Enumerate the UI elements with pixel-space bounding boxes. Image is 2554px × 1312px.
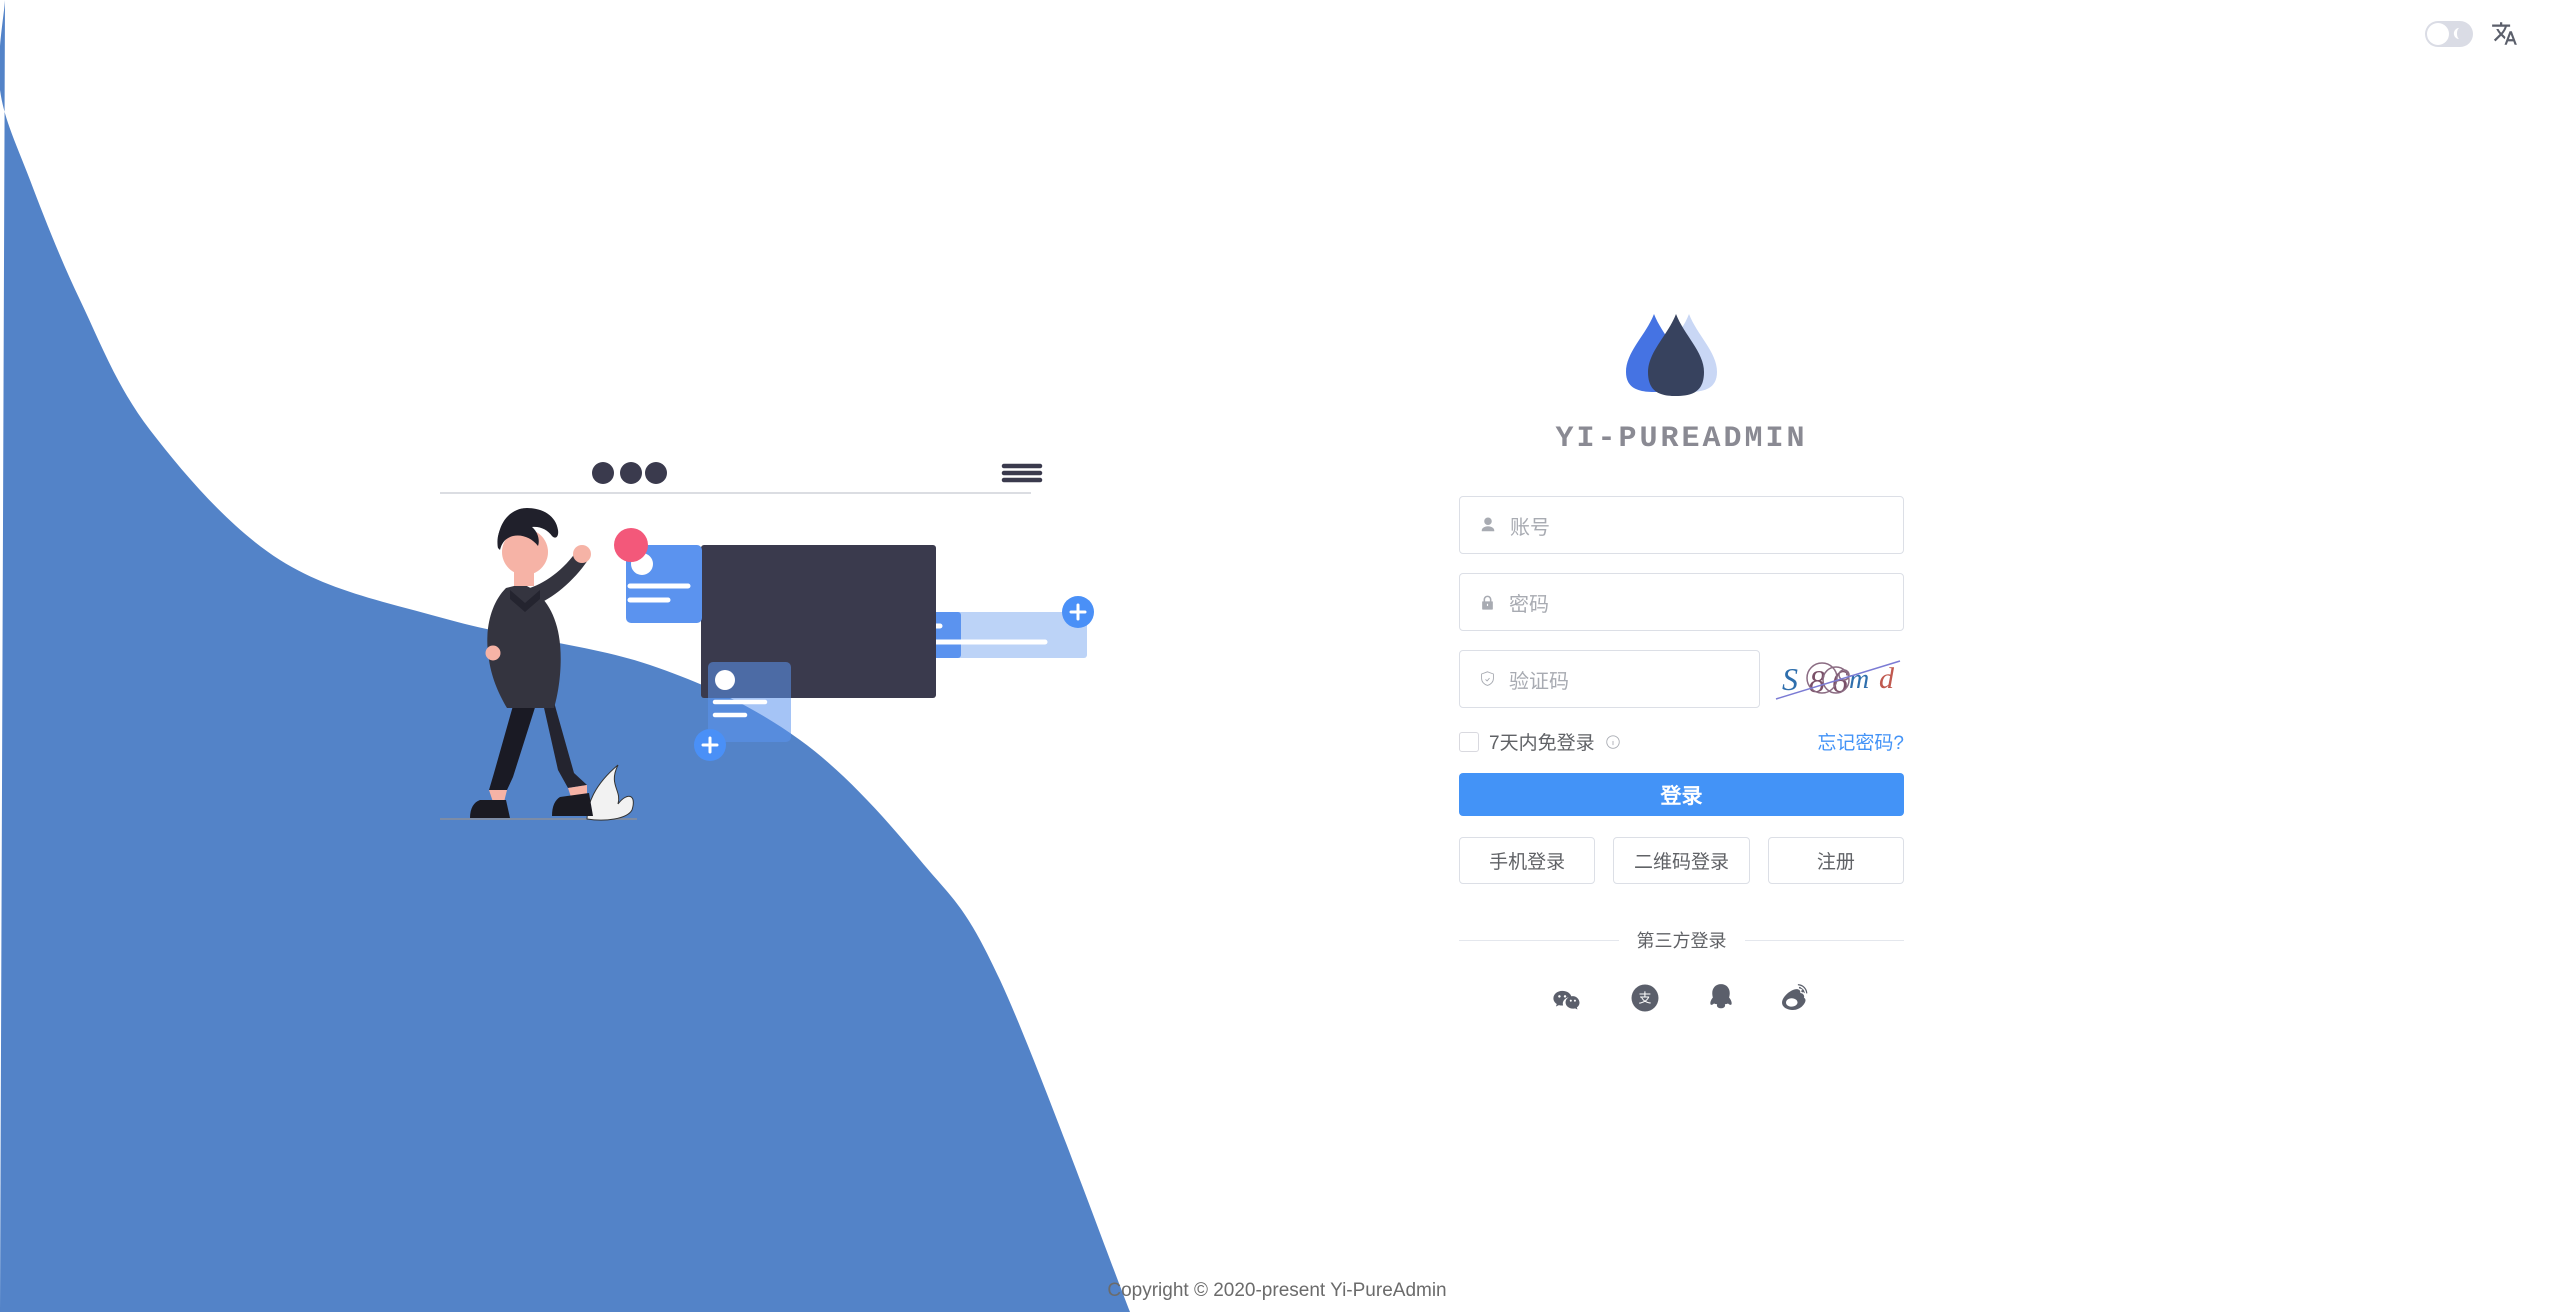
svg-text:m: m — [1849, 664, 1869, 695]
svg-text:支: 支 — [1638, 991, 1651, 1006]
svg-text:S: S — [1782, 661, 1798, 697]
